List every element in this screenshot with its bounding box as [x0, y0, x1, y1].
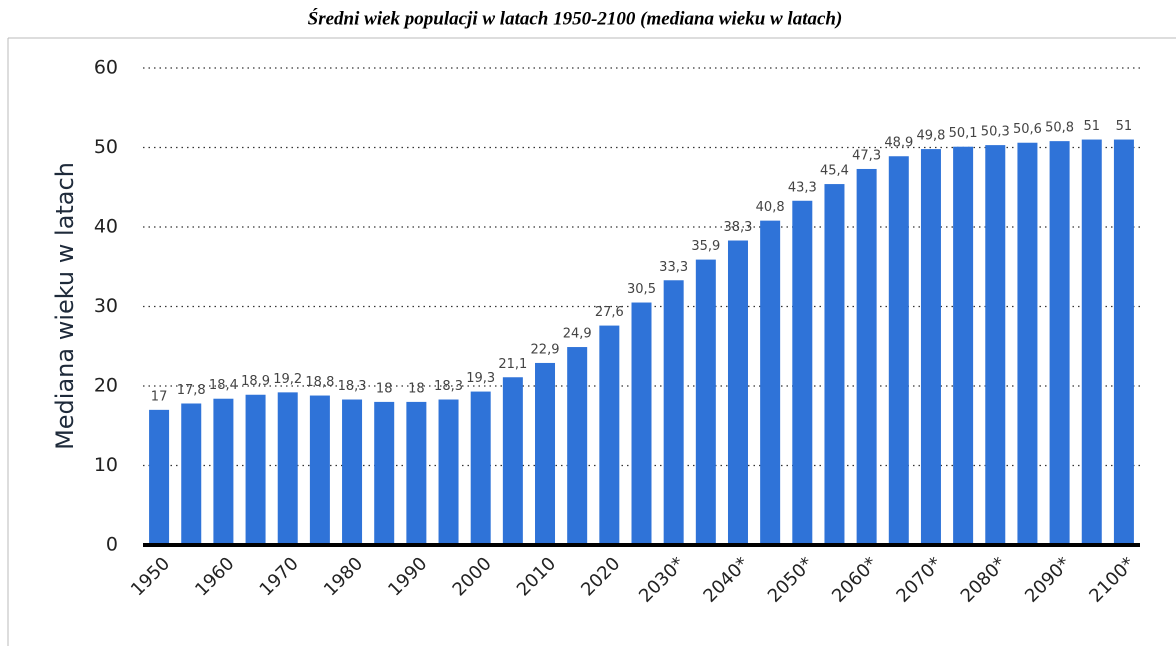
y-tick-label: 40: [94, 216, 118, 238]
value-label: 48,9: [884, 136, 913, 151]
value-label: 30,5: [627, 282, 656, 297]
value-label: 40,8: [756, 200, 785, 215]
bar: [631, 302, 652, 545]
value-label: 50,1: [949, 126, 978, 141]
x-tick-label: 1990: [384, 553, 431, 600]
y-tick-label: 20: [94, 375, 118, 397]
x-tick-label: 2010: [513, 553, 560, 600]
bar: [953, 146, 974, 545]
value-label: 51: [1083, 119, 1100, 134]
x-tick-label: 2030*: [635, 553, 689, 607]
value-label: 24,9: [563, 327, 592, 342]
x-tick-label: 2060*: [828, 553, 882, 607]
value-label: 38,3: [724, 220, 753, 235]
value-label: 50,8: [1045, 121, 1074, 136]
value-label: 17: [151, 389, 168, 404]
y-tick-label: 60: [94, 57, 118, 79]
bar: [888, 156, 909, 545]
bar: [1017, 142, 1038, 546]
value-label: 18,3: [338, 379, 367, 394]
bar: [535, 362, 556, 545]
bar: [470, 391, 491, 545]
value-label: 18: [408, 381, 425, 396]
x-tick-label: 1970: [256, 553, 303, 600]
value-label: 18: [376, 381, 393, 396]
bar: [342, 399, 363, 545]
bar: [181, 403, 202, 545]
value-label: 45,4: [820, 164, 849, 179]
value-label: 19,3: [466, 371, 495, 386]
value-label: 22,9: [531, 342, 560, 357]
bar: [695, 259, 716, 545]
y-tick-label: 30: [94, 295, 118, 317]
x-tick-label: 2000: [449, 553, 496, 600]
value-label: 47,3: [852, 148, 881, 163]
bar: [277, 392, 298, 545]
value-label: 33,3: [659, 260, 688, 275]
value-label: 18,9: [241, 374, 270, 389]
bar: [1081, 139, 1102, 546]
value-label: 18,4: [209, 378, 238, 393]
value-label: 18,3: [434, 379, 463, 394]
y-tick-label: 10: [94, 454, 118, 476]
bar: [567, 347, 588, 545]
bar: [438, 399, 459, 545]
y-tick-label: 50: [94, 136, 118, 158]
value-label: 21,1: [498, 357, 527, 372]
bar: [1113, 139, 1134, 546]
bar: [727, 240, 748, 545]
x-tick-label: 2090*: [1021, 553, 1075, 607]
x-tick-label: 1950: [127, 553, 174, 600]
bar: [1049, 141, 1070, 545]
bar: [792, 200, 813, 545]
bar: [985, 145, 1006, 546]
bar: [245, 394, 266, 545]
value-label: 43,3: [788, 180, 817, 195]
y-axis-label: Mediana wieku w latach: [51, 162, 79, 450]
bar: [406, 401, 427, 545]
bar: [824, 184, 845, 545]
x-tick-label: 2040*: [699, 553, 753, 607]
value-label: 17,8: [177, 383, 206, 398]
bar: [663, 280, 684, 545]
bar: [760, 220, 781, 545]
bar: [149, 409, 170, 545]
bar: [374, 401, 395, 545]
value-label: 50,6: [1013, 122, 1042, 137]
value-label: 49,8: [916, 129, 945, 144]
value-label: 51: [1116, 119, 1133, 134]
x-tick-label: 2080*: [957, 553, 1011, 607]
x-tick-label: 2050*: [764, 553, 818, 607]
value-label: 19,2: [273, 372, 302, 387]
chart-title: Średni wiek populacji w latach 1950-2100…: [308, 7, 843, 29]
value-label: 35,9: [691, 239, 720, 254]
bar: [920, 149, 941, 545]
value-label: 27,6: [595, 305, 624, 320]
x-tick-label: 1960: [191, 553, 238, 600]
x-tick-label: 2070*: [892, 553, 946, 607]
value-label: 50,3: [981, 125, 1010, 140]
x-tick-label: 1980: [320, 553, 367, 600]
bar: [502, 377, 523, 545]
x-tick-label: 2100*: [1085, 553, 1139, 607]
value-label: 18,8: [305, 375, 334, 390]
bar: [213, 398, 234, 545]
y-tick-label: 0: [106, 534, 118, 556]
bar: [309, 395, 330, 545]
x-tick-label: 2020: [577, 553, 624, 600]
bar: [599, 325, 620, 545]
bar: [856, 168, 877, 545]
